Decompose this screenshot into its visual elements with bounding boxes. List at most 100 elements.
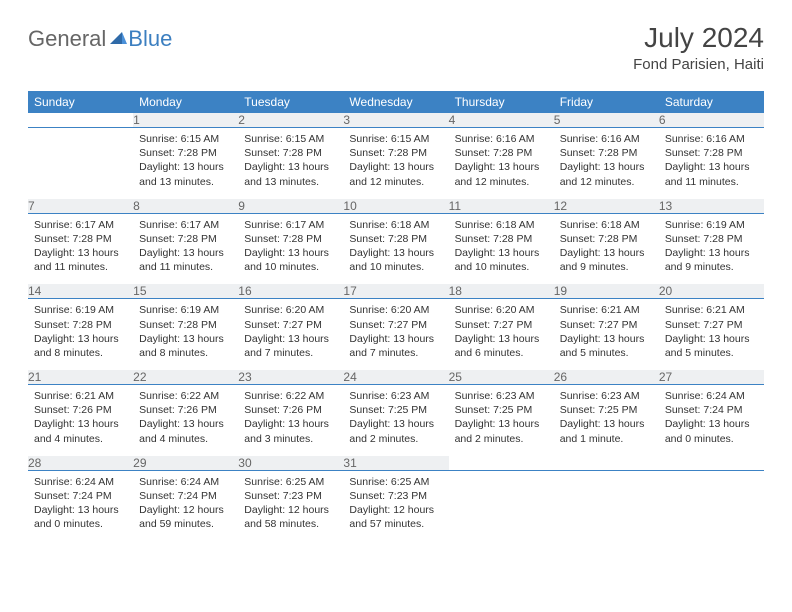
day-content: Sunrise: 6:18 AMSunset: 7:28 PMDaylight:… xyxy=(449,214,554,285)
day-number-cell: 22 xyxy=(133,370,238,385)
day-number-cell: 18 xyxy=(449,284,554,299)
day-number-cell xyxy=(659,456,764,471)
day-content: Sunrise: 6:20 AMSunset: 7:27 PMDaylight:… xyxy=(449,299,554,370)
day-number-cell: 11 xyxy=(449,199,554,214)
day-number-cell: 21 xyxy=(28,370,133,385)
sunrise-text: Sunrise: 6:17 AM xyxy=(244,218,337,232)
day-number-cell: 17 xyxy=(343,284,448,299)
day-content-cell: Sunrise: 6:21 AMSunset: 7:26 PMDaylight:… xyxy=(28,385,133,456)
sunset-text: Sunset: 7:28 PM xyxy=(244,232,337,246)
daylight-text: Daylight: 12 hours and 59 minutes. xyxy=(139,503,232,531)
daylight-text: Daylight: 13 hours and 2 minutes. xyxy=(455,417,548,445)
day-number-cell: 13 xyxy=(659,199,764,214)
day-header: Tuesday xyxy=(238,91,343,113)
daylight-text: Daylight: 12 hours and 58 minutes. xyxy=(244,503,337,531)
day-content xyxy=(659,471,764,529)
day-number-cell: 27 xyxy=(659,370,764,385)
brand-logo: General Blue xyxy=(28,22,172,52)
daylight-text: Daylight: 13 hours and 3 minutes. xyxy=(244,417,337,445)
day-number-cell: 16 xyxy=(238,284,343,299)
day-content-cell: Sunrise: 6:16 AMSunset: 7:28 PMDaylight:… xyxy=(554,128,659,199)
sunset-text: Sunset: 7:28 PM xyxy=(139,146,232,160)
sunset-text: Sunset: 7:28 PM xyxy=(455,232,548,246)
day-content: Sunrise: 6:15 AMSunset: 7:28 PMDaylight:… xyxy=(238,128,343,199)
daylight-text: Daylight: 13 hours and 0 minutes. xyxy=(665,417,758,445)
day-content-cell: Sunrise: 6:15 AMSunset: 7:28 PMDaylight:… xyxy=(238,128,343,199)
daynum-row: 28293031 xyxy=(28,456,764,471)
day-number-cell: 4 xyxy=(449,113,554,128)
daylight-text: Daylight: 13 hours and 1 minute. xyxy=(560,417,653,445)
sunrise-text: Sunrise: 6:19 AM xyxy=(34,303,127,317)
day-content: Sunrise: 6:24 AMSunset: 7:24 PMDaylight:… xyxy=(28,471,133,542)
daylight-text: Daylight: 13 hours and 8 minutes. xyxy=(34,332,127,360)
day-content: Sunrise: 6:17 AMSunset: 7:28 PMDaylight:… xyxy=(28,214,133,285)
sunset-text: Sunset: 7:24 PM xyxy=(34,489,127,503)
daylight-text: Daylight: 13 hours and 12 minutes. xyxy=(349,160,442,188)
calendar-table: SundayMondayTuesdayWednesdayThursdayFrid… xyxy=(28,91,764,541)
sunrise-text: Sunrise: 6:22 AM xyxy=(139,389,232,403)
day-content: Sunrise: 6:21 AMSunset: 7:26 PMDaylight:… xyxy=(28,385,133,456)
day-content-cell: Sunrise: 6:24 AMSunset: 7:24 PMDaylight:… xyxy=(659,385,764,456)
sunrise-text: Sunrise: 6:15 AM xyxy=(139,132,232,146)
daylight-text: Daylight: 13 hours and 11 minutes. xyxy=(665,160,758,188)
day-content: Sunrise: 6:17 AMSunset: 7:28 PMDaylight:… xyxy=(238,214,343,285)
sunset-text: Sunset: 7:28 PM xyxy=(349,232,442,246)
day-content-cell: Sunrise: 6:21 AMSunset: 7:27 PMDaylight:… xyxy=(554,299,659,370)
sunrise-text: Sunrise: 6:20 AM xyxy=(455,303,548,317)
day-content xyxy=(449,471,554,529)
daynum-row: 14151617181920 xyxy=(28,284,764,299)
day-content-cell: Sunrise: 6:20 AMSunset: 7:27 PMDaylight:… xyxy=(449,299,554,370)
day-number-cell: 20 xyxy=(659,284,764,299)
title-block: July 2024 Fond Parisien, Haiti xyxy=(633,22,764,73)
sunrise-text: Sunrise: 6:17 AM xyxy=(139,218,232,232)
day-content: Sunrise: 6:16 AMSunset: 7:28 PMDaylight:… xyxy=(659,128,764,199)
sunset-text: Sunset: 7:28 PM xyxy=(139,318,232,332)
daylight-text: Daylight: 13 hours and 6 minutes. xyxy=(455,332,548,360)
day-content-cell: Sunrise: 6:21 AMSunset: 7:27 PMDaylight:… xyxy=(659,299,764,370)
day-number-cell: 26 xyxy=(554,370,659,385)
day-content: Sunrise: 6:22 AMSunset: 7:26 PMDaylight:… xyxy=(238,385,343,456)
day-number-cell: 1 xyxy=(133,113,238,128)
sunset-text: Sunset: 7:28 PM xyxy=(139,232,232,246)
daylight-text: Daylight: 13 hours and 10 minutes. xyxy=(244,246,337,274)
sunset-text: Sunset: 7:25 PM xyxy=(455,403,548,417)
sunset-text: Sunset: 7:27 PM xyxy=(349,318,442,332)
sunset-text: Sunset: 7:28 PM xyxy=(349,146,442,160)
daylight-text: Daylight: 13 hours and 8 minutes. xyxy=(139,332,232,360)
day-number-cell: 12 xyxy=(554,199,659,214)
daylight-text: Daylight: 13 hours and 13 minutes. xyxy=(244,160,337,188)
day-content: Sunrise: 6:25 AMSunset: 7:23 PMDaylight:… xyxy=(238,471,343,542)
day-content: Sunrise: 6:25 AMSunset: 7:23 PMDaylight:… xyxy=(343,471,448,542)
day-content: Sunrise: 6:24 AMSunset: 7:24 PMDaylight:… xyxy=(659,385,764,456)
daylight-text: Daylight: 13 hours and 9 minutes. xyxy=(665,246,758,274)
brand-text-1: General xyxy=(28,26,106,52)
day-number-cell: 8 xyxy=(133,199,238,214)
sunrise-text: Sunrise: 6:18 AM xyxy=(455,218,548,232)
day-content-cell: Sunrise: 6:23 AMSunset: 7:25 PMDaylight:… xyxy=(554,385,659,456)
day-content-cell: Sunrise: 6:17 AMSunset: 7:28 PMDaylight:… xyxy=(28,213,133,284)
day-number-cell: 5 xyxy=(554,113,659,128)
day-content: Sunrise: 6:17 AMSunset: 7:28 PMDaylight:… xyxy=(133,214,238,285)
day-content: Sunrise: 6:23 AMSunset: 7:25 PMDaylight:… xyxy=(343,385,448,456)
day-number-cell: 25 xyxy=(449,370,554,385)
day-content: Sunrise: 6:19 AMSunset: 7:28 PMDaylight:… xyxy=(28,299,133,370)
location-text: Fond Parisien, Haiti xyxy=(633,56,764,73)
day-content-cell: Sunrise: 6:17 AMSunset: 7:28 PMDaylight:… xyxy=(133,213,238,284)
sunrise-text: Sunrise: 6:25 AM xyxy=(349,475,442,489)
day-content: Sunrise: 6:24 AMSunset: 7:24 PMDaylight:… xyxy=(133,471,238,542)
daylight-text: Daylight: 13 hours and 12 minutes. xyxy=(455,160,548,188)
day-content: Sunrise: 6:19 AMSunset: 7:28 PMDaylight:… xyxy=(659,214,764,285)
day-header: Thursday xyxy=(449,91,554,113)
day-content-cell: Sunrise: 6:24 AMSunset: 7:24 PMDaylight:… xyxy=(133,470,238,541)
sunrise-text: Sunrise: 6:23 AM xyxy=(349,389,442,403)
day-content-cell: Sunrise: 6:18 AMSunset: 7:28 PMDaylight:… xyxy=(554,213,659,284)
day-content: Sunrise: 6:23 AMSunset: 7:25 PMDaylight:… xyxy=(449,385,554,456)
day-number-cell: 23 xyxy=(238,370,343,385)
sunrise-text: Sunrise: 6:22 AM xyxy=(244,389,337,403)
sunrise-text: Sunrise: 6:20 AM xyxy=(244,303,337,317)
daylight-text: Daylight: 13 hours and 7 minutes. xyxy=(244,332,337,360)
day-content: Sunrise: 6:21 AMSunset: 7:27 PMDaylight:… xyxy=(554,299,659,370)
sunset-text: Sunset: 7:28 PM xyxy=(34,318,127,332)
day-content-cell: Sunrise: 6:20 AMSunset: 7:27 PMDaylight:… xyxy=(343,299,448,370)
day-content: Sunrise: 6:21 AMSunset: 7:27 PMDaylight:… xyxy=(659,299,764,370)
